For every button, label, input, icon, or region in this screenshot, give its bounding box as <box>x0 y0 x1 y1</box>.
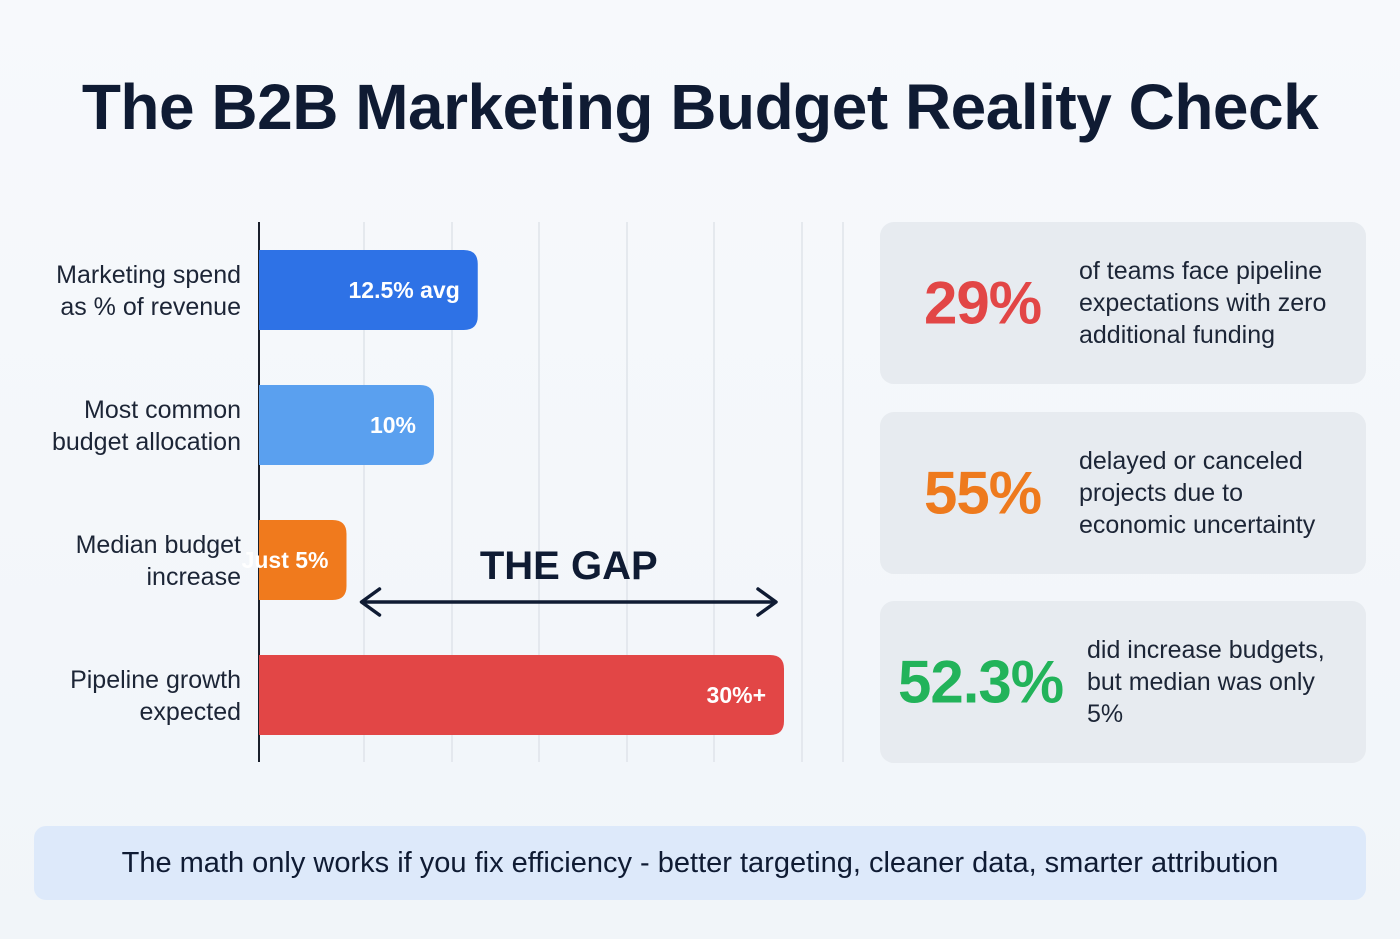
gap-arrow-right-head <box>756 587 778 617</box>
stat-text: delayed or canceled projects due to econ… <box>1079 445 1315 541</box>
stat-value: 29% <box>924 269 1042 337</box>
stat-text-line: did increase budgets, <box>1087 636 1325 664</box>
gap-label: THE GAP <box>480 544 658 588</box>
stat-card-delayed: 55% delayed or canceled projects due to … <box>880 412 1366 574</box>
stat-text-line: additional funding <box>1079 321 1275 349</box>
bar-value-label: 12.5% avg <box>349 277 460 303</box>
bar-value-label: Just 5% <box>242 547 329 573</box>
stat-text-line: expectations with zero <box>1079 289 1327 317</box>
bar <box>259 385 434 465</box>
category-label: as % of revenue <box>60 293 241 321</box>
footer-callout: The math only works if you fix efficienc… <box>34 826 1366 900</box>
stat-text-line: delayed or canceled <box>1079 447 1303 475</box>
bar-value-label: 10% <box>370 412 416 438</box>
stat-text-line: economic uncertainty <box>1079 511 1316 539</box>
category-label: budget allocation <box>52 428 241 456</box>
category-label: increase <box>147 563 242 591</box>
bar <box>259 655 784 735</box>
bar-chart: 12.5% avg Marketing spend as % of revenue 1… <box>52 222 844 762</box>
stat-value: 52.3% <box>898 648 1064 716</box>
category-label: expected <box>140 698 241 726</box>
bar-value-label: 30%+ <box>707 682 766 708</box>
stat-text: did increase budgets, but median was onl… <box>1087 634 1325 730</box>
stat-card-increase: 52.3% did increase budgets, but median w… <box>880 601 1366 763</box>
stat-text: of teams face pipeline expectations with… <box>1079 255 1326 351</box>
category-label: Most common <box>84 396 241 424</box>
bar <box>259 520 347 600</box>
stat-value: 55% <box>924 459 1042 527</box>
bar <box>259 250 478 330</box>
stat-text-line: projects due to <box>1079 479 1243 507</box>
stat-card-pipeline: 29% of teams face pipeline expectations … <box>880 222 1366 384</box>
category-label: Median budget <box>76 531 241 559</box>
page-title: The B2B Marketing Budget Reality Check <box>81 71 1319 143</box>
stat-text-line: of teams face pipeline <box>1079 257 1323 285</box>
stat-text-line: 5% <box>1087 700 1124 728</box>
category-label: Pipeline growth <box>70 666 241 694</box>
gap-arrow-left-head <box>359 587 382 617</box>
category-label: Marketing spend <box>56 261 241 289</box>
stat-text-line: but median was only <box>1087 668 1315 696</box>
